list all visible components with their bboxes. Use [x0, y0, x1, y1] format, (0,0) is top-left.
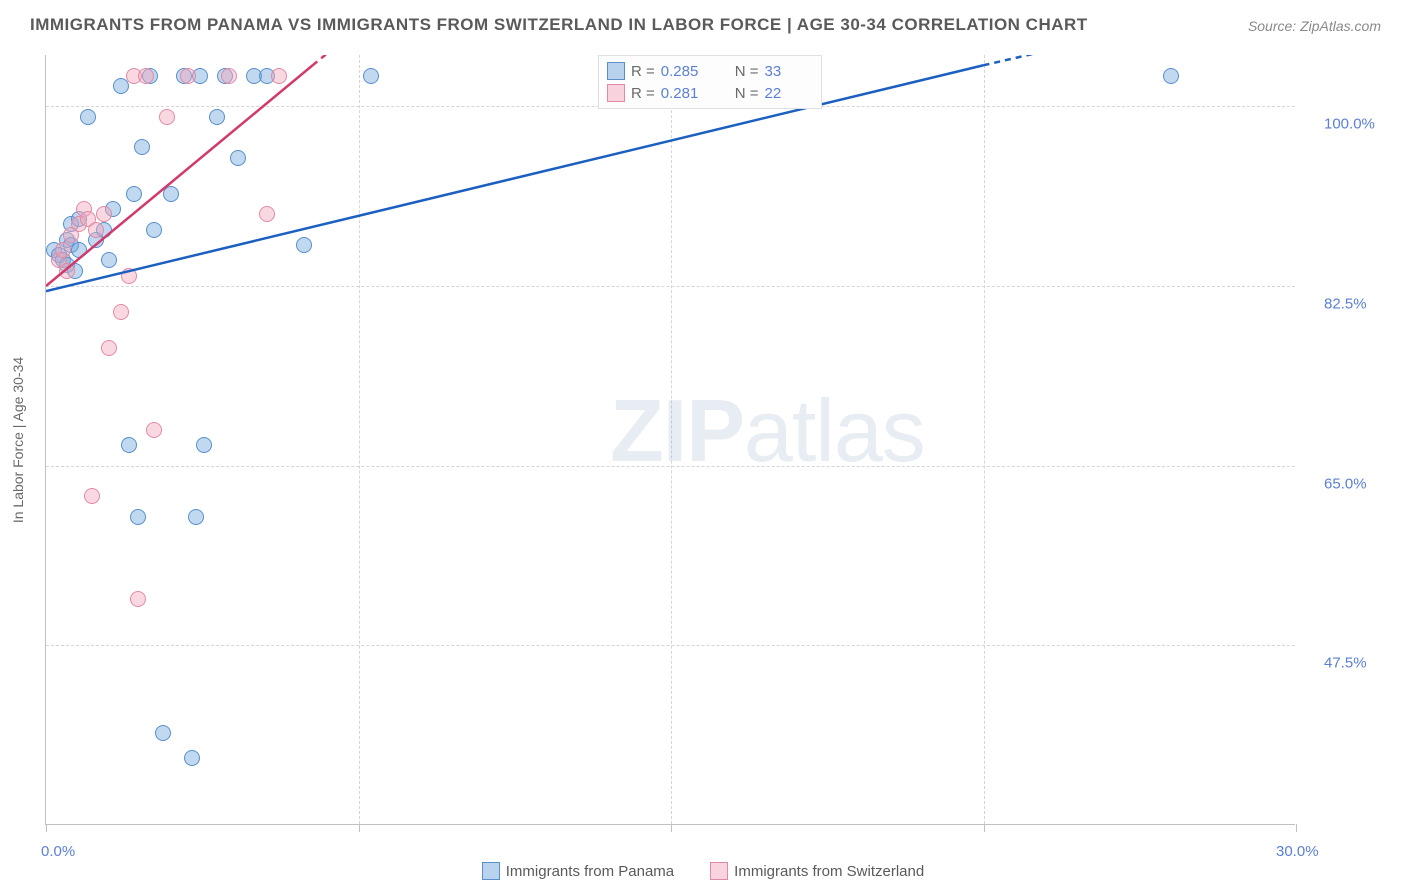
legend-item: Immigrants from Switzerland [710, 862, 924, 880]
r-label: R = [631, 63, 655, 80]
y-axis-title: In Labor Force | Age 30-34 [10, 357, 26, 523]
r-label: R = [631, 85, 655, 102]
point-switzerland [159, 109, 175, 125]
x-tick-label-right: 30.0% [1276, 843, 1319, 860]
point-switzerland [55, 242, 71, 258]
x-tick [1296, 824, 1297, 832]
point-switzerland [146, 422, 162, 438]
legend-item: Immigrants from Panama [482, 862, 674, 880]
point-panama [184, 750, 200, 766]
legend-label: Immigrants from Switzerland [734, 863, 924, 880]
point-switzerland [138, 68, 154, 84]
r-value: 0.281 [661, 85, 709, 102]
y-tick-label: 100.0% [1324, 116, 1375, 133]
point-switzerland [84, 488, 100, 504]
x-tick [359, 824, 360, 832]
legend-row: R = 0.285 N = 33 [607, 60, 813, 82]
point-switzerland [130, 591, 146, 607]
point-switzerland [221, 68, 237, 84]
n-label: N = [735, 63, 759, 80]
point-panama [155, 725, 171, 741]
point-panama [209, 109, 225, 125]
point-switzerland [121, 268, 137, 284]
swatch-panama-icon [482, 862, 500, 880]
legend-label: Immigrants from Panama [506, 863, 674, 880]
series-legend: Immigrants from Panama Immigrants from Sw… [0, 862, 1406, 884]
point-panama [296, 237, 312, 253]
x-tick [46, 824, 47, 832]
point-panama [196, 437, 212, 453]
point-panama [126, 186, 142, 202]
point-panama [130, 509, 146, 525]
trendline-switzerland-dash [313, 55, 401, 65]
plot-area: 47.5%65.0%82.5%100.0%0.0%30.0% [45, 55, 1295, 825]
y-tick-label: 65.0% [1324, 475, 1367, 492]
point-switzerland [113, 304, 129, 320]
gridline-v [984, 55, 985, 824]
n-label: N = [735, 85, 759, 102]
legend-row: R = 0.281 N = 22 [607, 82, 813, 104]
n-value: 22 [765, 85, 813, 102]
point-switzerland [88, 222, 104, 238]
source-label: Source: ZipAtlas.com [1248, 18, 1381, 34]
point-switzerland [96, 206, 112, 222]
x-tick-label-left: 0.0% [41, 843, 75, 860]
swatch-panama-icon [607, 62, 625, 80]
point-panama [1163, 68, 1179, 84]
point-panama [163, 186, 179, 202]
x-tick [984, 824, 985, 832]
point-panama [146, 222, 162, 238]
point-switzerland [59, 263, 75, 279]
swatch-switzerland-icon [607, 84, 625, 102]
gridline-v [359, 55, 360, 824]
chart-title: IMMIGRANTS FROM PANAMA VS IMMIGRANTS FRO… [30, 15, 1088, 35]
correlation-legend: R = 0.285 N = 33 R = 0.281 N = 22 [598, 55, 822, 109]
point-panama [134, 139, 150, 155]
point-panama [101, 252, 117, 268]
x-tick [671, 824, 672, 832]
point-panama [363, 68, 379, 84]
y-tick-label: 82.5% [1324, 296, 1367, 313]
point-switzerland [259, 206, 275, 222]
point-panama [71, 242, 87, 258]
point-panama [188, 509, 204, 525]
point-panama [230, 150, 246, 166]
gridline-v [671, 55, 672, 824]
r-value: 0.285 [661, 63, 709, 80]
y-tick-label: 47.5% [1324, 655, 1367, 672]
point-panama [121, 437, 137, 453]
trendline-panama [46, 65, 984, 291]
trendline-panama-dash [984, 55, 1297, 65]
point-switzerland [180, 68, 196, 84]
n-value: 33 [765, 63, 813, 80]
swatch-switzerland-icon [710, 862, 728, 880]
point-panama [80, 109, 96, 125]
point-switzerland [101, 340, 117, 356]
point-switzerland [271, 68, 287, 84]
